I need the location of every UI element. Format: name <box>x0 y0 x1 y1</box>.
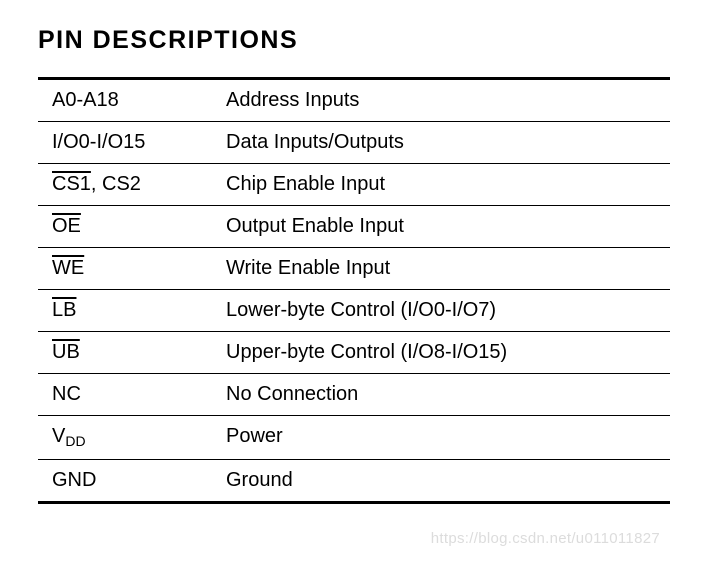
table-row: VDDPower <box>38 416 670 460</box>
watermark: https://blog.csdn.net/u011011827 <box>431 530 660 547</box>
pin-description: Upper-byte Control (I/O8-I/O15) <box>226 341 670 364</box>
pin-description: Data Inputs/Outputs <box>226 131 670 154</box>
pin-description: Output Enable Input <box>226 215 670 238</box>
table-row: LBLower-byte Control (I/O0-I/O7) <box>38 290 670 332</box>
table-row: UBUpper-byte Control (I/O8-I/O15) <box>38 332 670 374</box>
pin-name: UB <box>52 341 226 364</box>
pin-description: Ground <box>226 469 670 492</box>
table-row: OEOutput Enable Input <box>38 206 670 248</box>
pin-name: GND <box>52 469 226 492</box>
table-row: WEWrite Enable Input <box>38 248 670 290</box>
pin-description: No Connection <box>226 383 670 406</box>
pin-name: OE <box>52 215 226 238</box>
pin-name: I/O0-I/O15 <box>52 131 226 154</box>
pin-name: CS1, CS2 <box>52 173 226 196</box>
pin-description: Power <box>226 425 670 450</box>
section-title: PIN DESCRIPTIONS <box>38 26 670 55</box>
table-row: CS1, CS2Chip Enable Input <box>38 164 670 206</box>
pin-description: Write Enable Input <box>226 257 670 280</box>
pin-name: LB <box>52 299 226 322</box>
table-row: A0-A18Address Inputs <box>38 80 670 122</box>
pin-name: NC <box>52 383 226 406</box>
pin-description: Address Inputs <box>226 89 670 112</box>
table-row: GNDGround <box>38 460 670 501</box>
pin-description: Lower-byte Control (I/O0-I/O7) <box>226 299 670 322</box>
pin-name: A0-A18 <box>52 89 226 112</box>
table-row: NCNo Connection <box>38 374 670 416</box>
pin-description: Chip Enable Input <box>226 173 670 196</box>
pin-descriptions-table: A0-A18Address InputsI/O0-I/O15Data Input… <box>38 77 670 504</box>
pin-name: WE <box>52 257 226 280</box>
table-row: I/O0-I/O15Data Inputs/Outputs <box>38 122 670 164</box>
pin-name: VDD <box>52 425 226 450</box>
